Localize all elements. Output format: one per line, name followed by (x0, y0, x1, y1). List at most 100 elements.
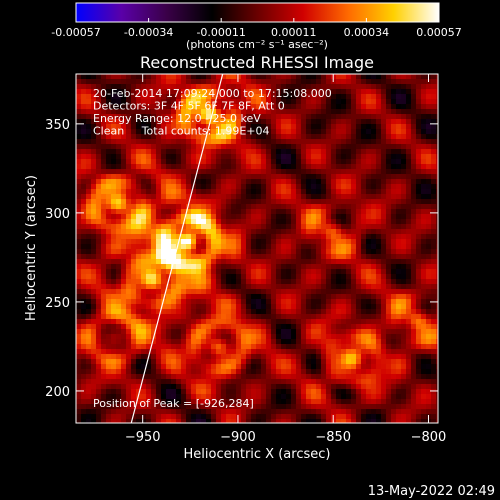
heatmap-cell (381, 284, 387, 290)
heatmap-cell (266, 354, 272, 360)
heatmap-cell (246, 344, 252, 350)
heatmap-cell (401, 359, 407, 365)
heatmap-cell (106, 124, 112, 130)
heatmap-cell (196, 319, 202, 325)
heatmap-cell (256, 139, 262, 145)
heatmap-cell (261, 364, 267, 370)
heatmap-cell (176, 254, 182, 260)
heatmap-cell (216, 404, 222, 410)
heatmap-cell (166, 74, 172, 80)
heatmap-cell (341, 99, 347, 105)
heatmap-cell (351, 89, 357, 95)
heatmap-cell (206, 104, 212, 110)
heatmap-cell (171, 119, 177, 125)
heatmap-cell (406, 224, 412, 230)
heatmap-cell (261, 149, 267, 155)
heatmap-cell (231, 199, 237, 205)
heatmap-cell (206, 184, 212, 190)
heatmap-cell (381, 159, 387, 165)
heatmap-cell (211, 364, 217, 370)
heatmap-cell (181, 369, 187, 375)
heatmap-cell (241, 189, 247, 195)
heatmap-cell (181, 354, 187, 360)
heatmap-cell (381, 299, 387, 305)
heatmap-cell (406, 289, 412, 295)
heatmap-cell (391, 74, 397, 80)
heatmap-cell (336, 349, 342, 355)
heatmap-cell (246, 214, 252, 220)
heatmap-cell (96, 204, 102, 210)
heatmap-cell (96, 159, 102, 165)
heatmap-cell (316, 109, 322, 115)
heatmap-cell (76, 269, 82, 275)
heatmap-cell (376, 84, 382, 90)
heatmap-cell (111, 129, 117, 135)
heatmap-cell (166, 244, 172, 250)
heatmap-cell (306, 149, 312, 155)
heatmap-cell (391, 174, 397, 180)
heatmap-cell (406, 189, 412, 195)
heatmap-cell (226, 154, 232, 160)
heatmap-cell (296, 134, 302, 140)
heatmap-cell (346, 234, 352, 240)
heatmap-cell (226, 334, 232, 340)
heatmap-cell (151, 194, 157, 200)
heatmap-cell (411, 294, 417, 300)
heatmap-cell (416, 134, 422, 140)
heatmap-cell (266, 334, 272, 340)
heatmap-cell (291, 399, 297, 405)
heatmap-cell (211, 269, 217, 275)
heatmap-cell (141, 209, 147, 215)
heatmap-cell (416, 109, 422, 115)
heatmap-cell (376, 319, 382, 325)
heatmap-cell (201, 339, 207, 345)
heatmap-cell (386, 104, 392, 110)
heatmap-cell (126, 394, 132, 400)
heatmap-cell (161, 204, 167, 210)
heatmap-cell (301, 299, 307, 305)
heatmap-cell (236, 104, 242, 110)
heatmap-cell (296, 154, 302, 160)
heatmap-cell (371, 89, 377, 95)
heatmap-cell (281, 209, 287, 215)
heatmap-cell (321, 94, 327, 100)
heatmap-cell (81, 294, 87, 300)
heatmap-cell (366, 339, 372, 345)
heatmap-cell (251, 274, 257, 280)
heatmap-cell (196, 144, 202, 150)
heatmap-cell (286, 304, 292, 310)
heatmap-cell (411, 119, 417, 125)
heatmap-cell (181, 234, 187, 240)
heatmap-cell (186, 349, 192, 355)
heatmap-cell (141, 164, 147, 170)
heatmap-cell (211, 354, 217, 360)
heatmap-cell (156, 184, 162, 190)
heatmap-cell (366, 394, 372, 400)
heatmap-cell (266, 214, 272, 220)
heatmap-cell (416, 154, 422, 160)
heatmap-cell (391, 229, 397, 235)
heatmap-cell (121, 304, 127, 310)
heatmap-cell (136, 269, 142, 275)
heatmap-cell (436, 259, 438, 265)
heatmap-cell (311, 244, 317, 250)
heatmap-cell (351, 184, 357, 190)
heatmap-cell (236, 259, 242, 265)
heatmap-cell (416, 214, 422, 220)
heatmap-cell (201, 369, 207, 375)
heatmap-cell (326, 204, 332, 210)
heatmap-cell (216, 79, 222, 85)
heatmap-cell (381, 289, 387, 295)
heatmap-cell (336, 104, 342, 110)
heatmap-cell (396, 399, 402, 405)
heatmap-cell (321, 179, 327, 185)
heatmap-cell (126, 349, 132, 355)
heatmap-cell (181, 129, 187, 135)
heatmap-cell (401, 154, 407, 160)
heatmap-cell (396, 354, 402, 360)
heatmap-cell (121, 124, 127, 130)
heatmap-cell (161, 344, 167, 350)
heatmap-cell (116, 229, 122, 235)
heatmap-cell (426, 309, 432, 315)
heatmap-cell (241, 344, 247, 350)
